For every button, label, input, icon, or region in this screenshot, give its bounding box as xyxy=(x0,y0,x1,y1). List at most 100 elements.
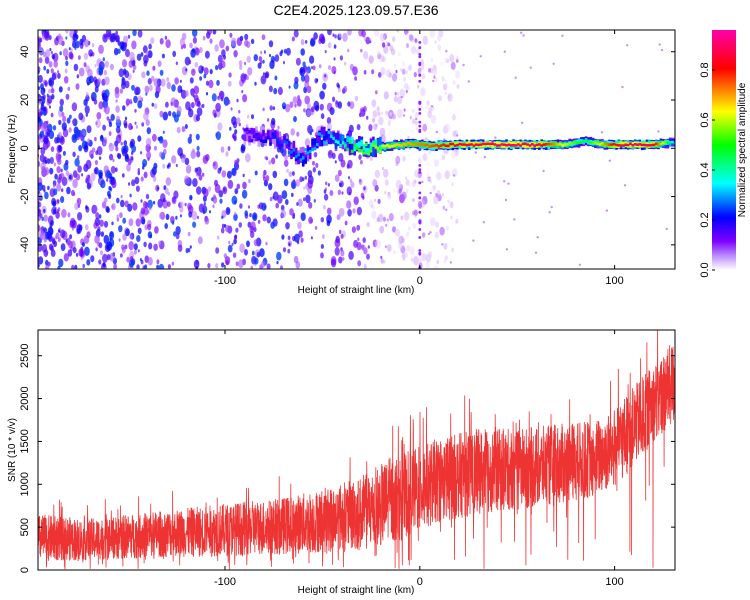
noise-blob xyxy=(49,167,54,175)
noise-blob xyxy=(320,252,324,259)
noise-blob xyxy=(57,70,60,74)
noise-speck xyxy=(452,174,456,177)
noise-blob xyxy=(248,205,250,209)
noise-blob xyxy=(185,101,191,111)
noise-blob xyxy=(58,229,61,233)
noise-blob xyxy=(198,203,205,213)
noise-blob xyxy=(106,178,109,182)
colorbar-tick-label: 0.6 xyxy=(699,112,711,127)
noise-blob xyxy=(102,262,106,268)
noise-blob xyxy=(193,259,200,269)
noise-blob xyxy=(323,193,329,201)
noise-blob xyxy=(205,92,209,96)
y-tick-label: 0 xyxy=(19,567,31,573)
noise-speck xyxy=(514,76,517,79)
noise-blob xyxy=(93,76,97,83)
noise-blob xyxy=(326,207,332,215)
noise-blob xyxy=(137,171,141,176)
noise-blob xyxy=(221,223,225,229)
noise-blob xyxy=(142,200,148,209)
y-tick-label: 500 xyxy=(19,518,31,536)
noise-blob xyxy=(145,119,150,126)
noise-blob xyxy=(399,67,403,72)
ridge-cell xyxy=(301,156,305,160)
noise-blob xyxy=(50,50,53,55)
spectrogram-y-label: Frequency (Hz) xyxy=(7,115,18,184)
noise-blob xyxy=(231,242,234,246)
noise-blob xyxy=(419,257,423,263)
ridge-cell xyxy=(360,149,363,153)
noise-blob xyxy=(304,80,310,89)
ridge-cell xyxy=(654,142,658,146)
noise-blob xyxy=(106,241,113,251)
noise-speck xyxy=(600,131,604,134)
noise-blob xyxy=(313,151,318,158)
noise-blob xyxy=(59,105,64,112)
noise-blob xyxy=(107,190,111,197)
ridge-cell xyxy=(575,141,578,145)
ridge-cell xyxy=(584,140,588,143)
noise-blob xyxy=(292,235,295,241)
noise-blob xyxy=(153,243,158,251)
noise-blob xyxy=(61,112,65,117)
ridge-cell xyxy=(313,147,317,151)
noise-blob xyxy=(358,178,363,185)
noise-blob xyxy=(422,232,426,238)
noise-blob xyxy=(349,178,353,183)
ridge-cell xyxy=(453,144,457,147)
ridge-cell xyxy=(344,144,347,148)
noise-blob xyxy=(158,263,165,269)
noise-blob xyxy=(401,191,407,200)
noise-blob xyxy=(277,125,280,130)
noise-blob xyxy=(106,116,110,121)
noise-blob xyxy=(165,177,171,186)
ridge-cell xyxy=(353,143,356,147)
noise-blob xyxy=(413,72,417,78)
noise-blob xyxy=(162,197,166,203)
noise-blob xyxy=(134,176,140,185)
ridge-cell xyxy=(400,144,403,147)
noise-blob xyxy=(94,136,97,142)
noise-blob xyxy=(143,54,149,64)
spectrogram-panel: -100 0 100 -40 -20 0 20 40 Height of straight … xyxy=(7,29,676,296)
noise-blob xyxy=(117,48,121,54)
ridge-cell xyxy=(369,142,373,150)
noise-blob xyxy=(58,258,64,268)
noise-speck xyxy=(467,80,470,83)
noise-blob xyxy=(273,87,278,95)
noise-blob xyxy=(223,54,226,60)
noise-blob xyxy=(98,101,104,110)
noise-blob xyxy=(78,112,84,121)
noise-blob xyxy=(414,112,419,119)
ridge-cell xyxy=(643,143,646,147)
noise-blob xyxy=(71,102,78,112)
noise-blob xyxy=(85,112,89,117)
noise-speck xyxy=(429,191,432,195)
noise-blob xyxy=(227,244,233,253)
ridge-cell xyxy=(498,144,501,147)
ridge-cell xyxy=(358,141,361,148)
noise-speck xyxy=(429,231,432,234)
noise-speck xyxy=(418,171,422,174)
noise-blob xyxy=(360,48,363,53)
noise-blob xyxy=(125,49,130,58)
noise-blob xyxy=(444,255,448,261)
ridge-cell xyxy=(477,143,480,147)
noise-blob xyxy=(159,212,164,220)
y-tick-label: 0 xyxy=(19,145,31,151)
noise-blob xyxy=(53,162,57,167)
noise-blob xyxy=(195,133,200,141)
noise-blob xyxy=(190,102,195,109)
noise-speck xyxy=(418,100,422,104)
noise-blob xyxy=(149,206,152,211)
noise-blob xyxy=(252,212,258,222)
ridge-cell xyxy=(355,143,359,150)
noise-blob xyxy=(260,50,263,55)
ridge-cell xyxy=(308,150,312,160)
noise-speck xyxy=(435,130,439,134)
noise-blob xyxy=(137,30,143,38)
noise-blob xyxy=(86,182,92,190)
noise-blob xyxy=(270,221,275,229)
noise-blob xyxy=(317,170,321,176)
noise-blob xyxy=(137,100,143,109)
